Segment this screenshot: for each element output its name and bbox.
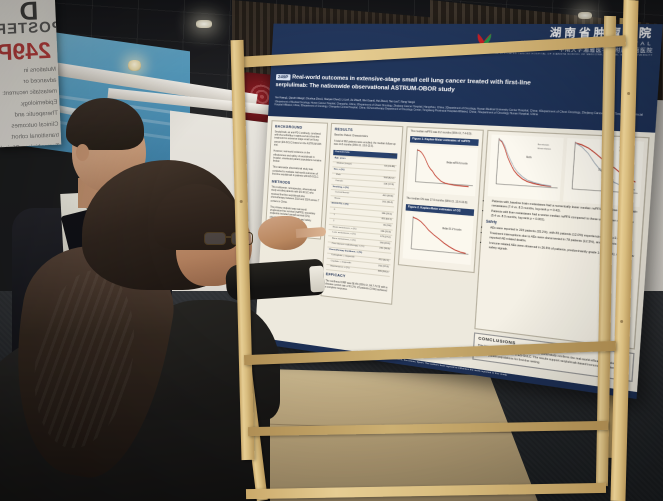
placard-label: POSTER (0, 18, 62, 39)
poster-column-results: RESULTS Baseline Patient Characteristics… (318, 122, 404, 348)
figure3-chart: Months Brain metastases No brain metasta… (487, 133, 564, 201)
ceiling-spotlight-4 (578, 12, 592, 19)
pointing-index-finger (295, 226, 327, 239)
poster-column-survival: The median rwPFS was 8.2 months (95% CI,… (393, 126, 484, 359)
figure3-legend-2: No brain metastases (537, 146, 551, 151)
baseline-table-body: Characteristic n=662 Age, years Median (ran… (326, 149, 398, 277)
poster-title-text: Real-world outcomes in extensive-stage s… (275, 74, 532, 94)
poster-authors-block: Yan Huang1, Qianzhi Wang2, Chunhua Zhou1… (274, 96, 649, 121)
figure2-annotation: Median OS 17.9 months (442, 227, 461, 233)
figure3-svg: Months Brain metastases No brain metasta… (488, 134, 564, 201)
enrollment-note: A total of 662 patients were enrolled; t… (333, 140, 396, 148)
placard-number: 249P (0, 36, 52, 66)
background-p1: Serplulimab, an anti-PD-1 antibody, comb… (273, 131, 322, 147)
figure1-chart: Median rwPFS 8.2 months (406, 144, 479, 196)
pendant-lamp-1 (128, 60, 141, 71)
man-ear (76, 144, 89, 161)
figure1-svg: Median rwPFS 8.2 months (407, 144, 478, 196)
results-panel: RESULTS Baseline Patient Characteristics… (320, 122, 404, 305)
figure1-annotation: Median rwPFS 8.2 months (446, 160, 467, 165)
woman-attendee-pointing (0, 150, 326, 501)
figure2-chart: Median OS 17.9 months (402, 211, 474, 266)
background-heading: BACKGROUND (274, 123, 303, 130)
poster-number-tag: 249P (275, 74, 291, 81)
figure2-svg: Median OS 17.9 months (403, 212, 474, 266)
figure3-legend-1: Brain metastases (538, 142, 550, 147)
figure3-annotation: Months (526, 154, 531, 158)
pointing-hand (258, 216, 328, 256)
baseline-row-value: 385 (58.2) (372, 269, 391, 277)
poster-title: 249P Real-world outcomes in extensive-sta… (275, 74, 543, 97)
woman-shirt-cuff (309, 265, 325, 293)
man-hair (66, 98, 144, 150)
ceiling-spotlight-1 (196, 20, 212, 28)
baseline-characteristics-table: Characteristic n=662 Age, years Median (ran… (326, 149, 398, 278)
survival-panel: The median rwPFS was 8.2 months (95% CI,… (397, 126, 484, 274)
